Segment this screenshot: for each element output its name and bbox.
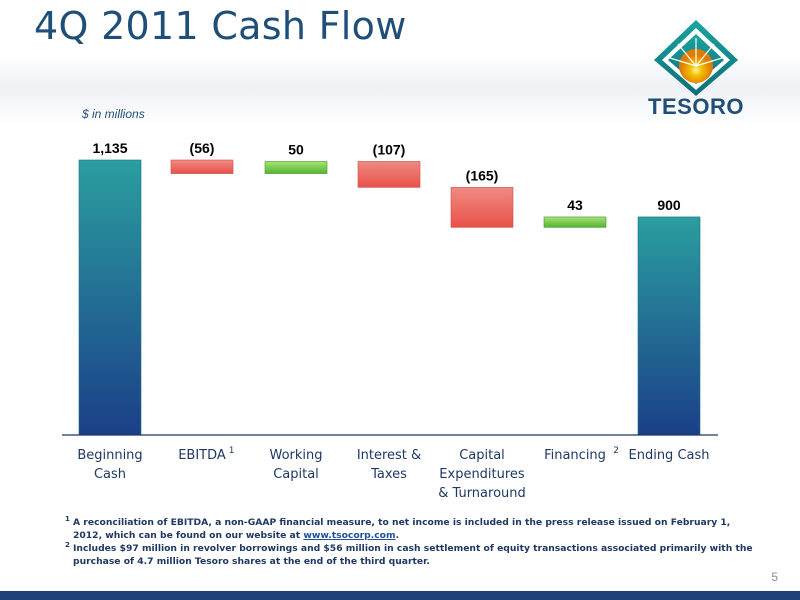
- footnotes: 1 A reconciliation of EBITDA, a non-GAAP…: [64, 515, 754, 568]
- footnote-marker: 2: [65, 541, 70, 549]
- bar-decrease: [170, 159, 234, 174]
- sunburst-icon: [654, 20, 738, 96]
- category-label: EBITDA: [178, 448, 226, 463]
- bar-increase: [264, 161, 328, 174]
- data-label: (56): [190, 140, 215, 156]
- data-label: 43: [567, 197, 583, 213]
- footnote-text: Includes $97 million in revolver borrowi…: [73, 543, 753, 567]
- footnote-after: .: [395, 530, 400, 541]
- footnote-superscript: 1: [229, 446, 235, 456]
- bar-increase: [543, 216, 607, 228]
- data-label: 900: [657, 197, 681, 213]
- website-link[interactable]: www.tsocorp.com: [303, 530, 396, 541]
- data-label: 1,135: [92, 140, 127, 156]
- bar-decrease: [357, 161, 421, 188]
- footer-bar: [0, 591, 800, 600]
- bar-beginning-cash: [78, 159, 142, 436]
- data-label: (107): [373, 141, 406, 157]
- units-note: $ in millions: [82, 107, 145, 121]
- category-label: Interest & Taxes: [357, 448, 421, 482]
- footnote-superscript: 2: [613, 446, 619, 456]
- data-label: 50: [288, 141, 304, 157]
- page-title: 4Q 2011 Cash Flow: [34, 4, 407, 48]
- bar-decrease: [450, 187, 514, 228]
- bar-ending-cash: [637, 216, 701, 436]
- footnote-marker: 1: [65, 515, 70, 523]
- category-label: Capital Expenditures & Turnaround: [438, 448, 526, 501]
- footnote-1: 1 A reconciliation of EBITDA, a non-GAAP…: [64, 515, 754, 542]
- category-label: Beginning Cash: [77, 448, 142, 482]
- footnote-text: A reconciliation of EBITDA, a non-GAAP f…: [73, 517, 731, 541]
- category-label: Financing: [544, 448, 606, 463]
- category-label: Working Capital: [269, 448, 322, 482]
- waterfall-chart: 1,135 (56) 50 (107) (165) 43 900 Beginning Cash…: [62, 140, 718, 501]
- footnote-2: 2 Includes $97 million in revolver borro…: [64, 541, 754, 568]
- data-label: (165): [466, 167, 499, 183]
- page-number: 5: [771, 570, 778, 584]
- logo-text: TESORO: [648, 94, 744, 119]
- tesoro-logo: TESORO: [640, 18, 752, 122]
- category-label: Ending Cash: [629, 448, 710, 463]
